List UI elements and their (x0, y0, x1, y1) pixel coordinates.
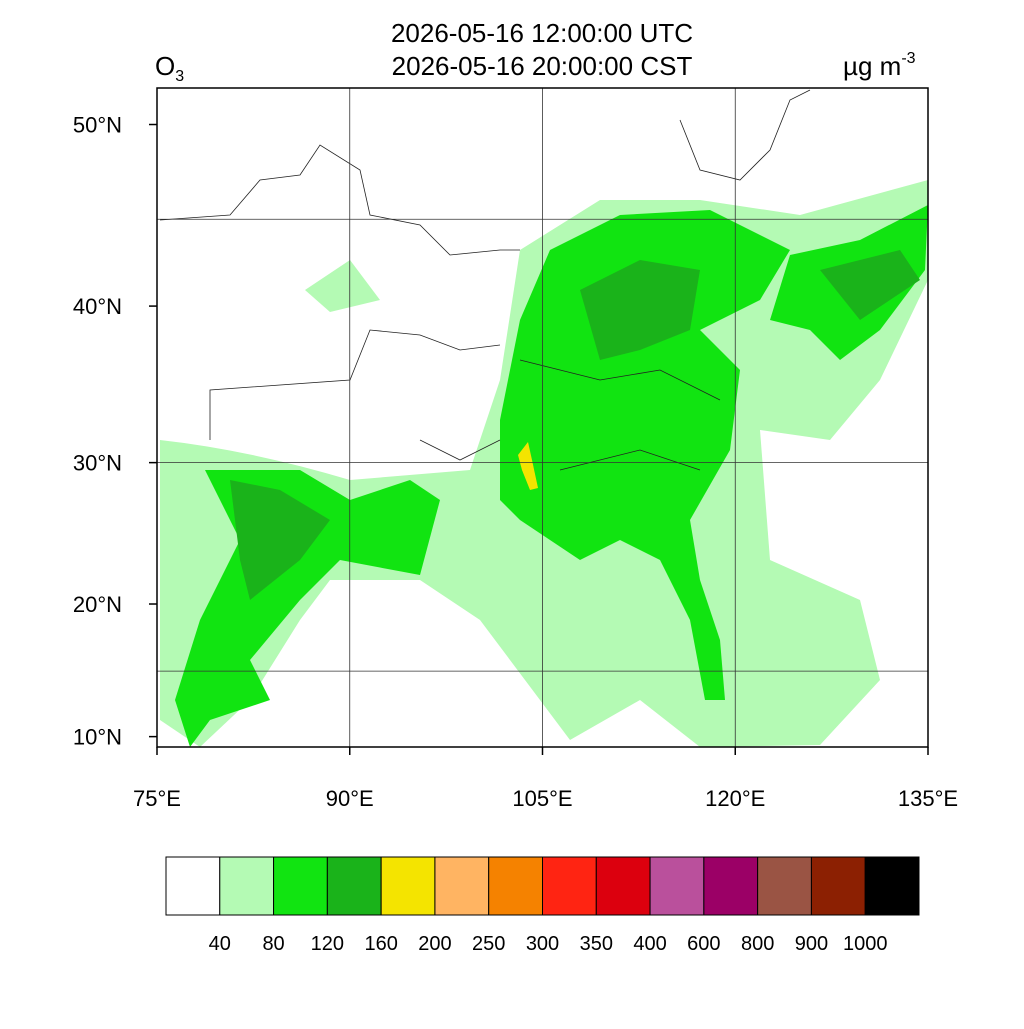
lat-tick-label: 20°N (73, 592, 122, 617)
colorbar-label: 200 (418, 933, 451, 955)
colorbar-label: 300 (526, 933, 559, 955)
colorbar-label: 250 (472, 933, 505, 955)
colorbar-label: 80 (262, 933, 284, 955)
colorbar-box (434, 856, 490, 916)
colorbar-label: 1000 (843, 933, 888, 955)
border-line (159, 89, 811, 471)
band-40-80 (305, 260, 380, 312)
colorbar-box (165, 856, 221, 916)
species-sub: 3 (175, 68, 184, 85)
colorbar-box (703, 856, 759, 916)
graticule (157, 88, 928, 747)
colorbar-box (488, 856, 544, 916)
boundaries (159, 89, 811, 471)
colorbar-label: 40 (209, 933, 231, 955)
lon-tick-label: 90°E (326, 786, 374, 811)
lat-tick-label: 40°N (73, 294, 122, 319)
ozone-field (160, 180, 928, 747)
colorbar-box (864, 856, 920, 916)
lat-tick-label: 50°N (73, 113, 122, 138)
colorbar-box (649, 856, 705, 916)
colorbar-label: 350 (580, 933, 613, 955)
lon-tick-label: 105°E (512, 786, 572, 811)
colorbar-box (380, 856, 436, 916)
colorbar-box (219, 856, 275, 916)
map-ticks: 75°E 90°E 105°E 120°E 135°E 10°N 20°N 30°N 40°N 5… (73, 113, 958, 811)
colorbar: 40 80 120 160 200 250 300 350 400 600 800 900 1000 (165, 856, 920, 955)
units: µg m (843, 51, 901, 81)
colorbar-box (595, 856, 651, 916)
colorbar-label: 160 (364, 933, 397, 955)
lon-tick-label: 135°E (898, 786, 958, 811)
lon-tick-label: 120°E (705, 786, 765, 811)
colorbar-box (326, 856, 382, 916)
species: O (155, 51, 175, 81)
title-utc: 2026-05-16 12:00:00 UTC (391, 18, 693, 48)
lat-tick-label: 10°N (73, 725, 122, 750)
lat-tick-label: 30°N (73, 451, 122, 476)
species-label: O3 (155, 51, 184, 85)
title-cst: 2026-05-16 20:00:00 CST (392, 51, 693, 81)
colorbar-box (757, 856, 812, 916)
colorbar-box (810, 856, 866, 916)
units-sup: -3 (901, 50, 915, 67)
band-80-120 (500, 210, 790, 700)
band-160-200 (518, 442, 538, 490)
units-label: µg m-3 (843, 50, 916, 81)
colorbar-box (542, 856, 597, 916)
lon-tick-label: 75°E (133, 786, 181, 811)
colorbar-label: 900 (795, 933, 828, 955)
colorbar-label: 600 (687, 933, 720, 955)
colorbar-label: 120 (311, 933, 344, 955)
colorbar-label: 800 (741, 933, 774, 955)
colorbar-box (273, 856, 328, 916)
colorbar-label: 400 (633, 933, 666, 955)
band-120-160 (230, 250, 920, 600)
